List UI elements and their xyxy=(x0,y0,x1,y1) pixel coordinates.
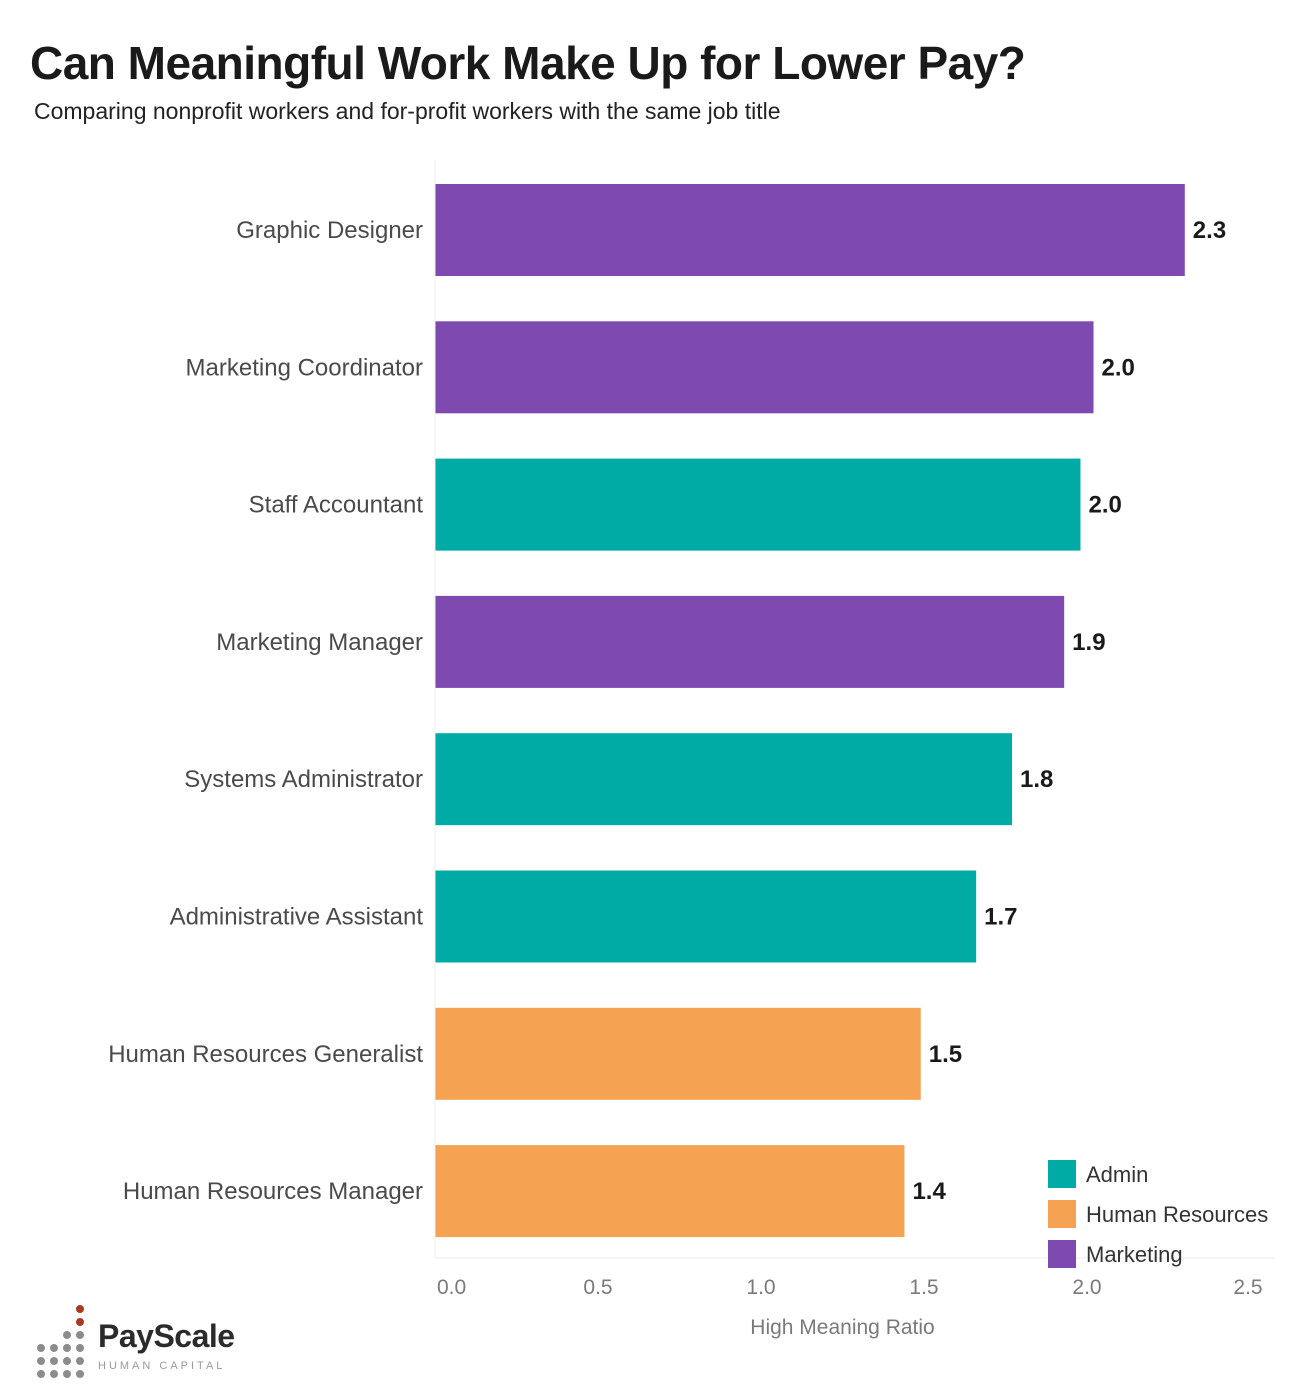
x-axis: 0.0 0.5 1.0 1.5 2.0 2.5 High Meaning Ratio xyxy=(434,160,1275,1339)
logo-name: PayScale xyxy=(98,1318,235,1354)
category-label: Staff Accountant xyxy=(249,492,424,519)
payscale-dots-icon xyxy=(37,1305,84,1378)
chart-subtitle: Comparing nonprofit workers and for-prof… xyxy=(34,98,781,124)
x-tick-label: 0.5 xyxy=(583,1276,612,1299)
data-label: 2.0 xyxy=(1088,492,1121,519)
bar xyxy=(435,1007,921,1100)
category-label: Administrative Assistant xyxy=(170,904,424,931)
logo-tagline: HUMAN CAPITAL xyxy=(98,1360,226,1372)
data-label: 2.3 xyxy=(1193,217,1226,244)
payscale-logo: PayScale HUMAN CAPITAL xyxy=(30,1302,270,1382)
legend-label: Admin xyxy=(1086,1162,1148,1187)
data-label: 2.0 xyxy=(1102,354,1135,381)
category-label: Graphic Designer xyxy=(236,217,423,244)
category-label: Systems Administrator xyxy=(184,766,423,793)
x-tick-label: 2.0 xyxy=(1072,1276,1101,1299)
bar xyxy=(435,184,1185,276)
legend-swatch xyxy=(1048,1200,1076,1228)
bar xyxy=(435,733,1013,826)
legend-label: Marketing xyxy=(1086,1242,1183,1267)
bar xyxy=(435,595,1065,688)
bar xyxy=(435,870,977,963)
data-label: 1.4 xyxy=(912,1178,946,1205)
category-label: Human Resources Manager xyxy=(123,1178,423,1205)
legend-label: Human Resources xyxy=(1086,1202,1268,1227)
x-tick-label: 0.0 xyxy=(437,1276,466,1299)
category-label: Human Resources Generalist xyxy=(108,1041,423,1068)
bars-layer: Graphic Designer 2.3 Marketing Coordinator… xyxy=(108,184,1226,1238)
data-label: 1.9 xyxy=(1072,629,1105,656)
x-axis-title: High Meaning Ratio xyxy=(750,1316,934,1339)
chart-title: Can Meaningful Work Make Up for Lower Pa… xyxy=(30,37,1026,89)
bar xyxy=(435,321,1094,414)
bar xyxy=(435,1145,905,1238)
data-label: 1.5 xyxy=(929,1041,962,1068)
category-label: Marketing Manager xyxy=(216,629,423,656)
x-tick-label: 2.5 xyxy=(1233,1276,1262,1299)
legend-swatch xyxy=(1048,1160,1076,1188)
bar xyxy=(435,458,1081,551)
data-label: 1.7 xyxy=(984,904,1017,931)
legend-swatch xyxy=(1048,1240,1076,1268)
x-tick-label: 1.0 xyxy=(746,1276,775,1299)
x-tick-label: 1.5 xyxy=(909,1276,938,1299)
legend: Admin Human Resources Marketing xyxy=(1048,1160,1268,1268)
category-label: Marketing Coordinator xyxy=(186,354,423,381)
data-label: 1.8 xyxy=(1020,766,1053,793)
